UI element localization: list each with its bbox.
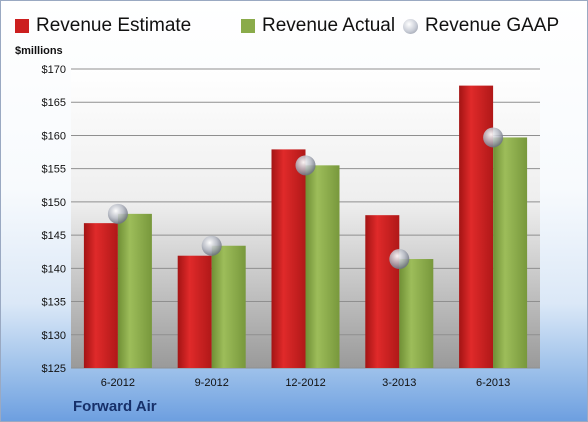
legend-swatch-estimate [15,19,29,33]
legend-swatch-actual [241,19,255,33]
x-tick-label: 6-2013 [476,377,510,389]
legend-item-estimate: Revenue Estimate [15,15,191,37]
y-axis-unit-label: $millions [15,45,63,57]
bubble-revenue-gaap [295,155,316,176]
legend: Revenue Estimate Revenue Actual Revenue … [1,15,587,45]
bar-revenue-estimate [459,85,494,368]
bar-revenue-actual [493,137,528,368]
bar-revenue-actual [211,245,246,368]
bubble-revenue-gaap [201,235,222,256]
bars [83,85,528,368]
y-tick-label: $140 [42,263,66,275]
x-tick-label: 3-2013 [382,377,416,389]
y-axis-ticks: $125 $130 $135 $140 $145 $150 $155 $160 $165 $170 [42,64,66,375]
y-tick-label: $165 [42,97,66,109]
bar-revenue-actual [399,259,434,368]
bar-revenue-estimate [271,149,306,368]
gaap-bubbles [107,127,504,270]
bar-revenue-estimate [365,215,400,368]
bar-revenue-actual [305,165,340,368]
y-tick-label: $170 [42,64,66,76]
legend-label-gaap: Revenue GAAP [425,15,560,36]
legend-label-actual: Revenue Actual [262,15,396,36]
x-tick-label: 12-2012 [285,377,325,389]
legend-item-actual: Revenue Actual [241,15,395,37]
y-tick-label: $155 [42,164,66,176]
bar-revenue-estimate [83,223,118,368]
bar-revenue-estimate [177,255,212,368]
legend-bubble-gaap [403,18,418,34]
y-tick-label: $125 [42,363,66,375]
legend-item-gaap: Revenue GAAP [403,15,559,37]
y-tick-label: $160 [42,130,66,142]
y-tick-label: $145 [42,230,66,242]
y-tick-label: $130 [42,330,66,342]
y-tick-label: $150 [42,197,66,209]
x-axis-ticks: 6-2012 9-2012 12-2012 3-2013 6-2013 [101,377,510,389]
bubble-revenue-gaap [483,127,504,148]
x-tick-label: 6-2012 [101,377,135,389]
bubble-revenue-gaap [389,249,410,270]
x-tick-label: 9-2012 [195,377,229,389]
y-tick-label: $135 [42,297,66,309]
legend-label-estimate: Revenue Estimate [36,15,192,36]
bubble-revenue-gaap [107,203,128,224]
company-name: Forward Air [73,398,157,415]
bar-revenue-actual [117,213,152,368]
